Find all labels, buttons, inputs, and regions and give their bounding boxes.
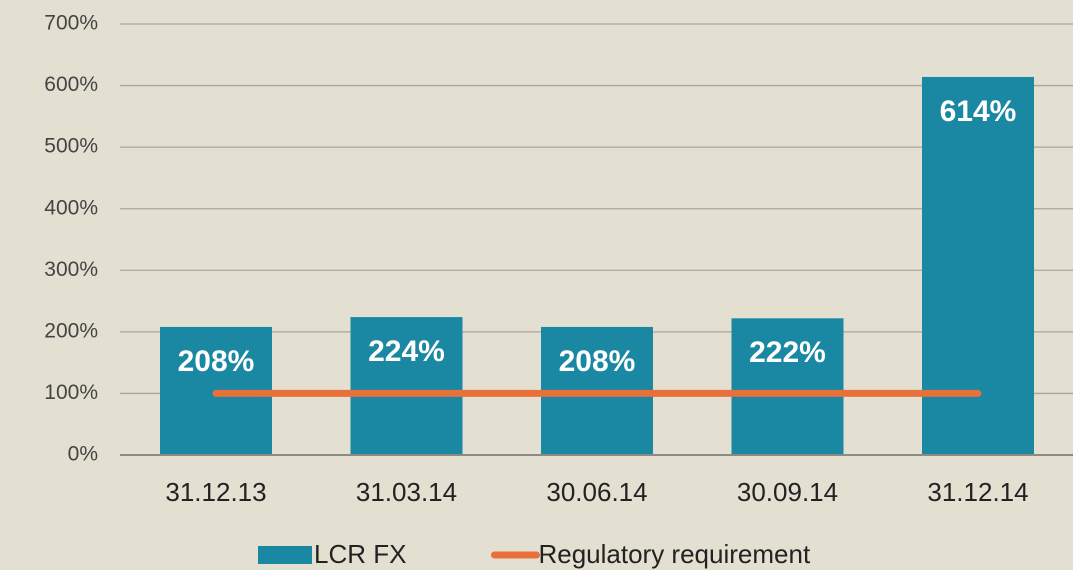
x-tick-label: 30.09.14	[737, 477, 838, 507]
y-tick-label: 0%	[68, 443, 98, 466]
x-tick-label: 31.12.14	[927, 477, 1028, 507]
legend-swatch	[258, 546, 312, 564]
legend-label: Regulatory requirement	[538, 539, 810, 569]
y-tick-label: 500%	[44, 135, 98, 158]
bar	[350, 317, 463, 455]
x-tick-label: 31.12.13	[165, 477, 266, 507]
legend-label: LCR FX	[314, 539, 406, 569]
data-label: 222%	[749, 336, 826, 369]
y-tick-label: 100%	[44, 381, 98, 404]
data-label: 224%	[368, 335, 445, 368]
bar	[731, 318, 844, 455]
bar	[922, 76, 1034, 456]
y-tick-label: 300%	[44, 258, 98, 281]
y-tick-label: 600%	[44, 73, 98, 96]
y-tick-label: 400%	[44, 196, 98, 219]
data-label: 208%	[178, 345, 255, 378]
data-label: 614%	[940, 95, 1017, 128]
x-tick-label: 30.06.14	[546, 477, 647, 507]
x-tick-label: 31.03.14	[356, 477, 457, 507]
y-tick-label: 700%	[44, 12, 98, 35]
y-tick-label: 200%	[44, 319, 98, 342]
data-label: 208%	[559, 345, 636, 378]
